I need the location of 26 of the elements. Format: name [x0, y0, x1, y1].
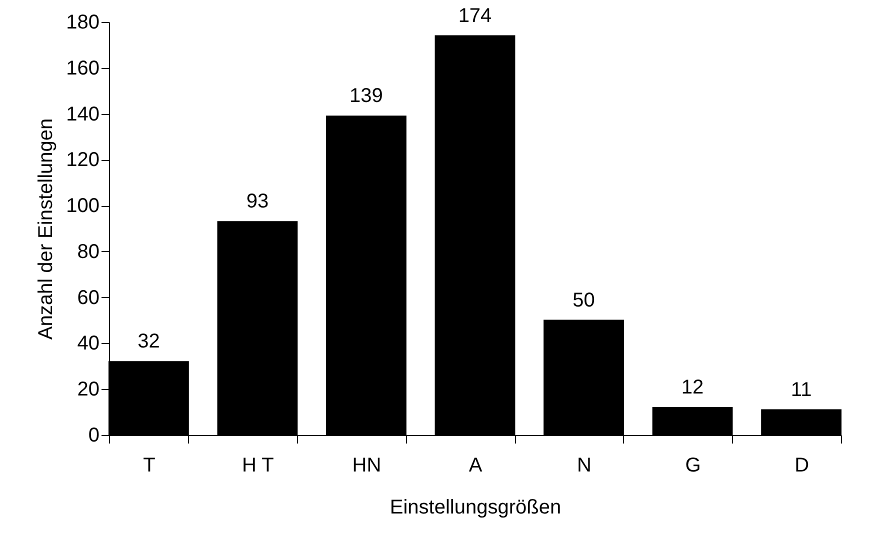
x-tick-label: T: [143, 454, 156, 476]
y-tick-label: 160: [66, 57, 100, 80]
x-tick-label: G: [685, 454, 701, 476]
data-label: 32: [138, 330, 160, 353]
y-tick-label: 80: [77, 240, 100, 263]
y-tick-label: 60: [77, 286, 100, 309]
data-label: 93: [246, 190, 269, 213]
data-label: 139: [350, 85, 383, 108]
y-tick-label: 180: [66, 12, 100, 34]
y-tick-label: 120: [66, 149, 100, 172]
y-tick-label: 100: [66, 195, 100, 218]
y-tick-label: 0: [88, 424, 100, 446]
x-tick-label: N: [577, 454, 592, 476]
x-tick-label: HN: [352, 454, 382, 476]
data-label: 12: [681, 376, 704, 398]
data-label: 11: [790, 378, 812, 401]
y-tick-label: 40: [77, 332, 100, 355]
x-tick-label: D: [794, 454, 810, 476]
y-tick-label: 140: [66, 103, 100, 126]
y-tick-label: 20: [77, 378, 100, 401]
y-axis-title: Anzahl der Einstellungen: [35, 118, 58, 340]
x-axis-title: Einstellungsgrößen: [390, 496, 562, 518]
x-tick-label: A: [468, 454, 483, 476]
x-tick-label: H T: [242, 454, 274, 476]
data-label: 174: [458, 4, 492, 27]
data-label: 50: [572, 289, 595, 312]
